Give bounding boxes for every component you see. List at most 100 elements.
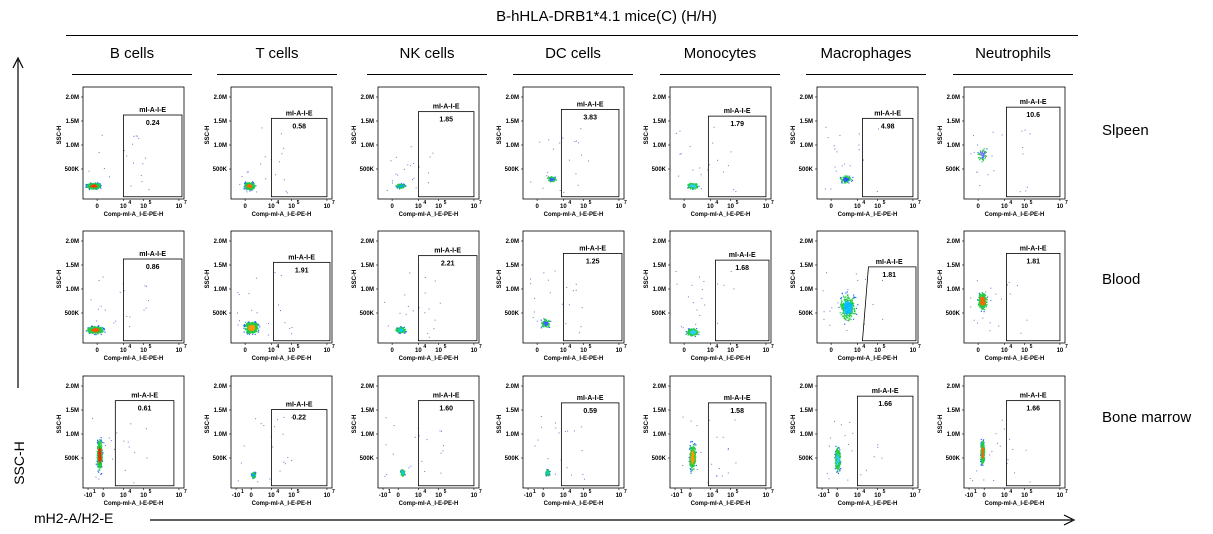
scatter-point [845,180,847,182]
scatter-point [847,311,849,313]
scatter-point [872,304,874,306]
scatter-point [91,186,93,188]
scatter-point [846,306,848,308]
scatter-point [842,304,845,306]
scatter-point [845,179,847,181]
scatter-point [698,185,700,187]
scatter-point [247,182,249,184]
scatter-point [96,187,98,189]
scatter-point [108,176,110,178]
x-tick-exponent: 7 [332,344,335,350]
scatter-point [847,301,849,303]
gate-rectangle [417,111,475,198]
scatter-point [1019,191,1021,193]
scatter-point [250,183,252,185]
x-tick-exponent: 4 [423,344,426,350]
scatter-point [553,179,555,181]
scatter-point [280,133,282,135]
x-tick-label: 0 [535,204,539,210]
scatter-point [978,304,980,306]
scatter-point [546,324,548,326]
scatter-point [101,473,103,475]
scatter-point [984,293,986,295]
x-tick-exponent: 5 [297,200,300,206]
scatter-point [687,187,690,189]
scatter-point [845,311,847,313]
scatter-point [848,320,850,322]
scatter-point [829,324,831,326]
scatter-point [840,305,842,308]
scatter-point [439,302,441,304]
scatter-point [102,441,104,444]
scatter-point [842,312,844,315]
x-tick-exponent: 7 [1065,344,1068,350]
scatter-point [250,323,252,325]
x-tick-exponent: 5 [736,344,739,350]
scatter-point [693,332,695,335]
panel-frame [816,86,919,200]
scatter-point [102,329,104,331]
scatter-point [550,179,552,182]
x-tick-exponent: 7 [771,200,774,206]
scatter-point [248,182,250,184]
scatter-point [844,314,846,317]
scatter-point [96,464,98,466]
scatter-point [690,335,693,337]
scatter-point [981,306,983,308]
scatter-point [145,307,147,309]
scatter-point [980,302,983,305]
scatter-point [243,324,245,327]
x-tick-exponent: 4 [1009,344,1012,350]
scatter-point [849,310,851,312]
scatter-point [842,295,845,297]
scatter-point [979,154,981,156]
x-tick-label: 10 [268,348,275,354]
scatter-point [98,331,101,334]
scatter-point [993,170,995,172]
scatter-point [541,325,543,328]
scatter-point [1029,133,1031,135]
scatter-point [265,178,267,180]
scatter-point [91,325,93,328]
panel-frame [522,86,625,200]
y-tick-label: 1.0M [506,287,519,293]
scatter-point [546,177,549,179]
scatter-point [540,327,542,329]
scatter-point [238,320,240,322]
gate-percent: 1.81 [882,272,896,279]
gate-percent: 4.98 [881,123,895,130]
scatter-point [249,329,251,331]
scatter-point [98,439,101,441]
scatter-point [401,329,403,331]
scatter-point [428,182,430,184]
scatter-point [424,312,426,314]
scatter-point [983,296,985,299]
scatter-point [252,184,254,187]
scatter-point [251,323,254,325]
scatter-points [85,276,150,336]
scatter-point [848,301,850,304]
scatter-point [99,442,101,444]
scatter-point [95,182,97,185]
scatter-point [978,153,980,155]
scatter-point [841,305,843,307]
scatter-point [401,327,404,330]
scatter-point [979,185,981,187]
scatter-point [97,185,99,187]
x-tick-exponent: 7 [918,200,921,206]
scatter-point [243,325,245,328]
scatter-point [849,312,851,314]
scatter-point [257,324,259,327]
scatter-point [254,321,257,323]
scatter-point [981,301,983,303]
scatter-point [973,151,975,153]
scatter-point [849,309,852,311]
scatter-point [979,156,981,158]
scatter-point [849,314,851,317]
scatter-point [250,183,252,185]
scatter-point [998,325,1000,327]
panel-y-label: SSC-H [205,126,211,145]
scatter-point [532,317,534,319]
scatter-point [853,296,855,298]
scatter-point [529,278,531,280]
